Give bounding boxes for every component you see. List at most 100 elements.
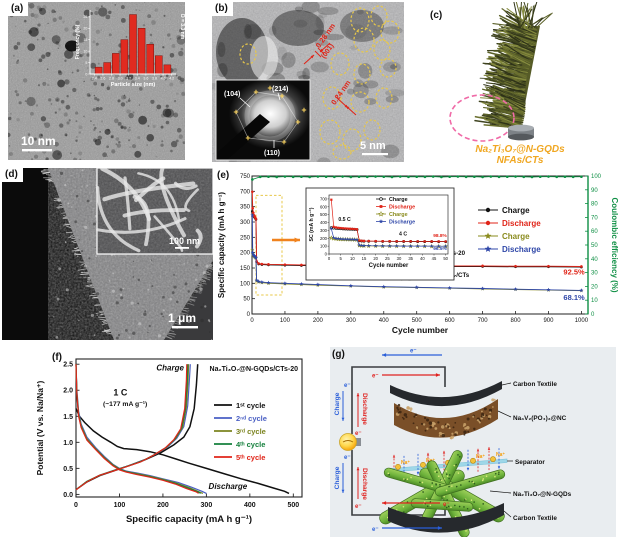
- gqd-circle: [330, 52, 350, 76]
- rate-label: 1 C: [113, 387, 128, 397]
- svg-text:20: 20: [591, 284, 598, 290]
- svg-text:100: 100: [280, 318, 291, 324]
- light-bulb-icon: [339, 433, 361, 451]
- na-ion: [420, 461, 426, 468]
- svg-text:e⁻: e⁻: [355, 431, 362, 437]
- svg-text:Discharge: Discharge: [389, 204, 415, 210]
- svg-text:500: 500: [287, 502, 299, 509]
- gqd-circle: [350, 7, 370, 33]
- panel-g: Na⁺Na⁺Na⁺Na⁺Na⁺ Carbon Textile Na₃V₂(PO₄…: [330, 347, 616, 537]
- hist-xlabel: Particle size (nm): [111, 82, 156, 88]
- highlight-dashed-ellipse: [449, 94, 515, 142]
- legend-label: Discharge: [502, 245, 541, 254]
- gqd-circle: [353, 27, 375, 53]
- panel-c: Na₂Ti₃O₇@N-GQDs NFAs/CTs (c): [424, 2, 616, 166]
- panel-b: 0.28 nm (001) 0.24 nm (104) (214) (110): [212, 2, 404, 162]
- svg-text:60: 60: [591, 229, 598, 235]
- panel-e-label: (e): [217, 170, 230, 181]
- svg-text:Cycle number: Cycle number: [369, 263, 409, 269]
- carbon-textile-top: [390, 381, 502, 407]
- cell-schematic: Na⁺Na⁺Na⁺Na⁺Na⁺ Carbon Textile Na₃V₂(PO₄…: [330, 347, 616, 537]
- discharge-annotation: Discharge: [209, 482, 248, 491]
- svg-text:100: 100: [240, 281, 251, 287]
- svg-text:0: 0: [74, 502, 78, 509]
- gqd-circle: [239, 43, 257, 65]
- gqd-dashed-circles: [239, 5, 400, 160]
- legend-label: 2ⁿᵈ cycle: [236, 414, 267, 423]
- panel-f: 0.0 0.5 1.0 1.5 2.0 2.5 0 100 200 300 400 500 Specif…: [30, 347, 320, 537]
- series-annotation: 68.1%: [563, 293, 585, 302]
- beam-stop: [218, 114, 270, 159]
- svg-text:2.5: 2.5: [63, 362, 73, 369]
- caption-line1: Na₂Ti₃O₇@N-GQDs: [475, 144, 565, 155]
- legend-label: 3ʳᵈ cycle: [236, 427, 266, 436]
- legend-label: Charge: [502, 206, 530, 215]
- panel-d: 100 nm 1 μm (d): [2, 168, 213, 340]
- saed-label-214: (214): [272, 86, 288, 93]
- series-annotation: 92.5%: [563, 268, 585, 277]
- component-labels: Carbon Textile Na₃V₂(PO₄)₃@NC Separator …: [489, 381, 572, 522]
- sem-image: 100 nm 1 μm: [2, 168, 213, 340]
- svg-text:40: 40: [420, 256, 425, 261]
- svg-text:30: 30: [591, 271, 598, 277]
- discharge-label-bottom: Discharge: [361, 468, 368, 500]
- svg-text:3.2: 3.2: [126, 76, 131, 80]
- panel-g-label: (g): [332, 349, 345, 360]
- fringe-arrows: [303, 42, 357, 116]
- gqd-circle: [319, 119, 341, 145]
- svg-text:0.5: 0.5: [63, 466, 73, 473]
- svg-text:10: 10: [591, 298, 598, 304]
- nanofibers: [95, 168, 203, 253]
- svg-text:400: 400: [320, 220, 328, 225]
- na-ion-label: Na⁺: [476, 454, 485, 460]
- svg-text:0: 0: [85, 72, 87, 76]
- x-axis-label: Specific capacity (mA h g⁻¹): [126, 514, 252, 525]
- charge-label-bottom: Charge: [334, 466, 341, 489]
- tem-image: 2.4 2.6 2.8 3.0 3.2 3.4 3.6 3.8 4.0 4.2 0 5 10 15 20 25…: [8, 2, 185, 160]
- caption-line2: NFAs/CTs: [497, 155, 544, 166]
- carbon-fiber-base: [508, 124, 534, 141]
- legend-label: 4ᵗʰ cycle: [236, 440, 265, 449]
- nanobrush-illustration: Na₂Ti₃O₇@N-GQDs NFAs/CTs: [449, 2, 565, 166]
- zoom-arrow: [272, 237, 300, 243]
- svg-text:3.0: 3.0: [118, 76, 123, 80]
- legend-label: 1ˢᵗ cycle: [236, 401, 265, 410]
- svg-text:300: 300: [201, 502, 213, 509]
- svg-text:0: 0: [591, 312, 595, 318]
- gqd-circle: [380, 20, 400, 44]
- svg-text:30: 30: [397, 256, 402, 261]
- na-ion: [470, 457, 476, 464]
- diffraction-spots: [233, 85, 307, 145]
- svg-text:10: 10: [350, 256, 355, 261]
- svg-text:45: 45: [432, 256, 437, 261]
- svg-text:50: 50: [443, 256, 448, 261]
- svg-text:0: 0: [328, 256, 331, 261]
- inset-scalebar-label: 100 nm: [169, 236, 200, 246]
- scalebar-b: [362, 153, 388, 156]
- svg-text:25: 25: [385, 256, 390, 261]
- scalebar-label-b: 5 nm: [360, 140, 386, 152]
- svg-text:e⁻: e⁻: [344, 383, 351, 389]
- particle-size-histogram: 2.4 2.6 2.8 3.0 3.2 3.4 3.6 3.8 4.0 4.2 0 5 10 15 20 25…: [75, 10, 185, 88]
- svg-text:3.6: 3.6: [143, 76, 148, 80]
- scalebar-label-d: 1 μm: [168, 311, 196, 325]
- discharge-label-top: Discharge: [361, 393, 368, 425]
- scalebar-label-a: 10 nm: [21, 134, 56, 148]
- hist-bar: [120, 39, 129, 75]
- svg-text:700: 700: [478, 318, 489, 324]
- svg-text:500: 500: [320, 212, 328, 217]
- svg-text:200: 200: [320, 236, 328, 241]
- svg-text:350: 350: [240, 205, 251, 211]
- cycling-inset-chart: 0 5 10 15 20 25 30 35 40 45 5001002003004005006007…: [305, 187, 455, 281]
- svg-text:5: 5: [339, 256, 342, 261]
- gqd-circle: [373, 39, 391, 61]
- svg-text:50: 50: [243, 297, 250, 303]
- svg-text:e⁻: e⁻: [410, 349, 417, 355]
- cathode-layer: [394, 399, 498, 438]
- svg-text:0.0: 0.0: [63, 492, 73, 499]
- gqd-circle: [363, 119, 381, 141]
- inset-scalebar: [175, 247, 189, 249]
- cycling-chart: 0501001502002503003507007500102030405060…: [217, 174, 619, 335]
- hist-bar: [129, 14, 137, 75]
